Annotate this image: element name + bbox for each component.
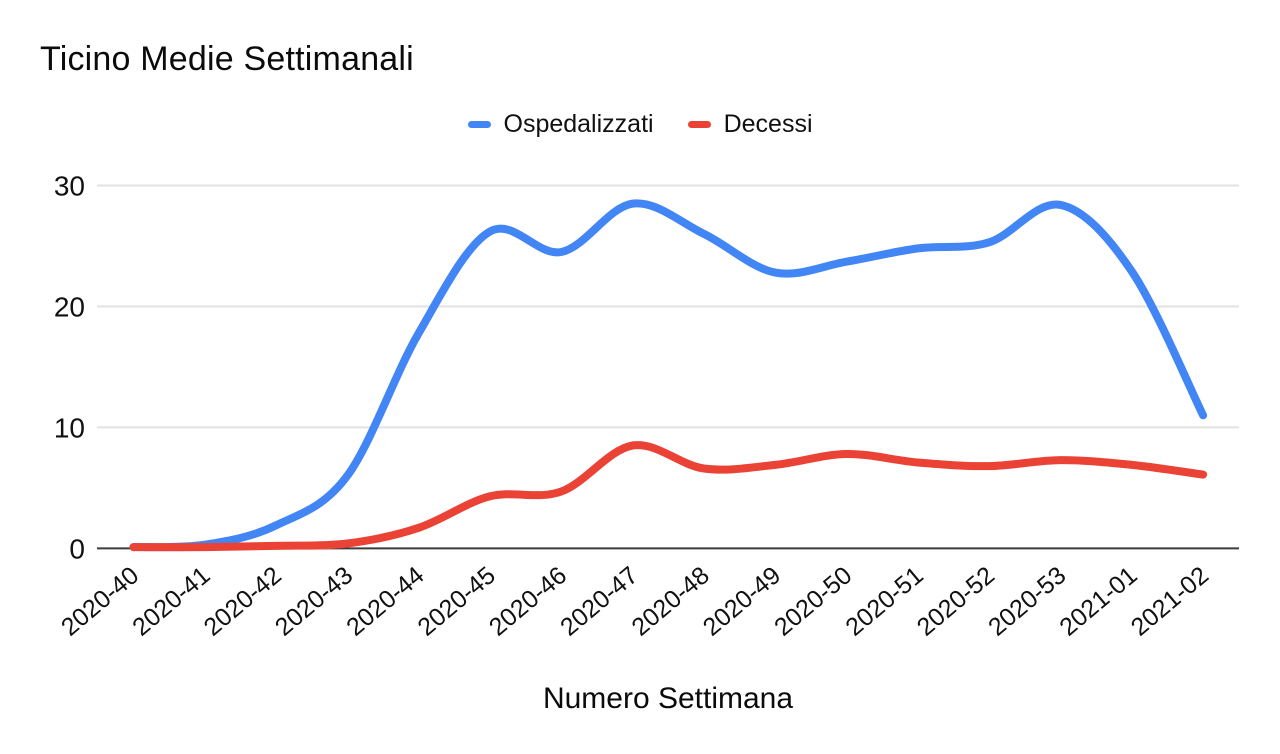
series-line-decessi xyxy=(129,441,1208,552)
legend-item-ospedalizzati: Ospedalizzati xyxy=(467,110,654,139)
legend-item-decessi: Decessi xyxy=(687,110,813,139)
y-tick-label: 10 xyxy=(54,412,85,443)
x-tick-label: 2020-47 xyxy=(555,561,643,641)
x-tick-label: 2020-51 xyxy=(840,561,928,641)
legend-label-decessi: Decessi xyxy=(723,110,813,138)
legend-swatch-ospedalizzati xyxy=(467,121,491,128)
y-tick-label: 30 xyxy=(54,171,85,202)
legend-label-ospedalizzati: Ospedalizzati xyxy=(503,110,654,138)
x-tick-label: 2020-46 xyxy=(484,561,572,641)
legend-swatch-decessi xyxy=(687,121,711,128)
x-tick-label: 2021-01 xyxy=(1054,561,1142,641)
x-tick-label: 2020-53 xyxy=(983,561,1071,641)
x-tick-label: 2020-49 xyxy=(698,561,786,641)
x-tick-label: 2020-43 xyxy=(270,561,358,641)
y-tick-label: 0 xyxy=(69,533,85,564)
x-tick-label: 2020-45 xyxy=(413,561,501,641)
x-axis-title: Numero Settimana xyxy=(542,682,794,715)
x-tick-label: 2020-41 xyxy=(127,561,215,641)
x-tick-label: 2020-50 xyxy=(769,561,857,641)
x-tick-label: 2020-44 xyxy=(341,561,429,641)
legend: Ospedalizzati Decessi xyxy=(0,110,1280,139)
y-tick-label: 20 xyxy=(54,291,85,322)
x-tick-label: 2020-52 xyxy=(912,561,1000,641)
series-line-ospedalizzati xyxy=(129,199,1208,552)
x-tick-label: 2020-40 xyxy=(56,561,144,641)
x-tick-label: 2021-02 xyxy=(1126,561,1214,641)
x-tick-label: 2020-42 xyxy=(199,561,287,641)
x-tick-label: 2020-48 xyxy=(626,561,714,641)
chart-title: Ticino Medie Settimanali xyxy=(40,40,414,78)
